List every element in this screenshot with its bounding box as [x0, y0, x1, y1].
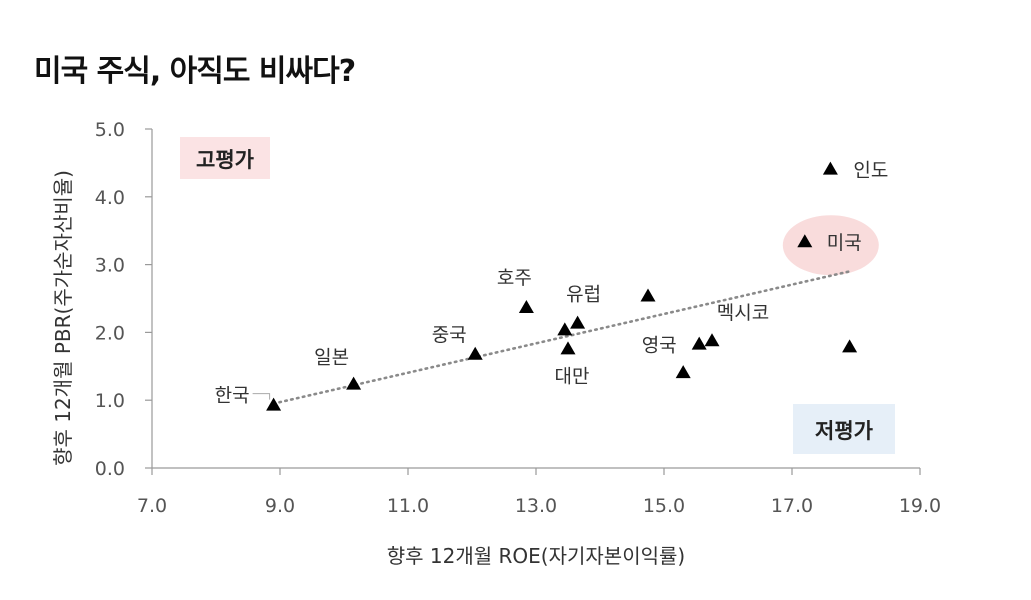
- overvalued-zone-label: 고평가: [196, 148, 255, 172]
- x-axis-title: 향후 12개월 ROE(자기자본이익률): [387, 544, 685, 568]
- data-point-label: 대만: [555, 365, 590, 387]
- data-point-label: 호주: [497, 267, 532, 289]
- data-point-marker: [842, 339, 858, 353]
- x-tick-label: 17.0: [771, 495, 813, 517]
- x-tick-label: 9.0: [265, 495, 295, 517]
- data-point-label: 중국: [432, 324, 467, 346]
- chart-card: [14, 14, 1014, 586]
- data-point-marker: [266, 397, 282, 411]
- data-point-marker: [822, 161, 838, 175]
- y-tick-label: 0.0: [95, 458, 125, 480]
- data-point-label: 미국: [827, 232, 862, 254]
- undervalued-zone-box: [793, 404, 895, 454]
- label-leader-line: [252, 393, 271, 400]
- data-point-label: 일본: [314, 347, 349, 369]
- y-tick-label: 3.0: [95, 255, 125, 277]
- data-point-marker: [704, 333, 720, 347]
- data-point-marker: [346, 376, 362, 390]
- data-point-marker: [557, 322, 573, 336]
- chart-title: 미국 주식, 아직도 비싸다?: [34, 54, 356, 89]
- x-tick-label: 11.0: [387, 495, 429, 517]
- x-tick-label: 19.0: [899, 495, 941, 517]
- data-point-marker: [797, 234, 813, 248]
- trendline: [272, 270, 851, 405]
- data-point-marker: [518, 299, 534, 313]
- data-point-label: 유럽: [566, 284, 601, 306]
- x-tick-label: 13.0: [515, 495, 557, 517]
- data-point-label: 영국: [642, 335, 677, 357]
- data-point-marker: [467, 346, 483, 360]
- data-point-marker: [675, 365, 691, 379]
- y-tick-label: 2.0: [95, 322, 125, 344]
- y-tick-label: 4.0: [95, 187, 125, 209]
- undervalued-zone-label: 저평가: [815, 419, 874, 443]
- highlight-ellipse: [782, 215, 879, 276]
- data-point-label: 한국: [215, 385, 250, 407]
- data-point-marker: [570, 315, 586, 329]
- y-axis-title: 향후 12개월 PBR(주가순자산비율): [51, 170, 75, 466]
- x-tick-label: 15.0: [643, 495, 685, 517]
- overvalued-zone-box: [180, 137, 270, 179]
- data-point-marker: [640, 288, 656, 302]
- y-tick-label: 1.0: [95, 390, 125, 412]
- data-point-label: 멕시코: [717, 302, 769, 324]
- x-tick-label: 7.0: [137, 495, 167, 517]
- data-point-label: 인도: [853, 160, 888, 182]
- data-point-marker: [691, 336, 707, 350]
- data-point-marker: [560, 341, 576, 355]
- y-tick-label: 5.0: [95, 119, 125, 141]
